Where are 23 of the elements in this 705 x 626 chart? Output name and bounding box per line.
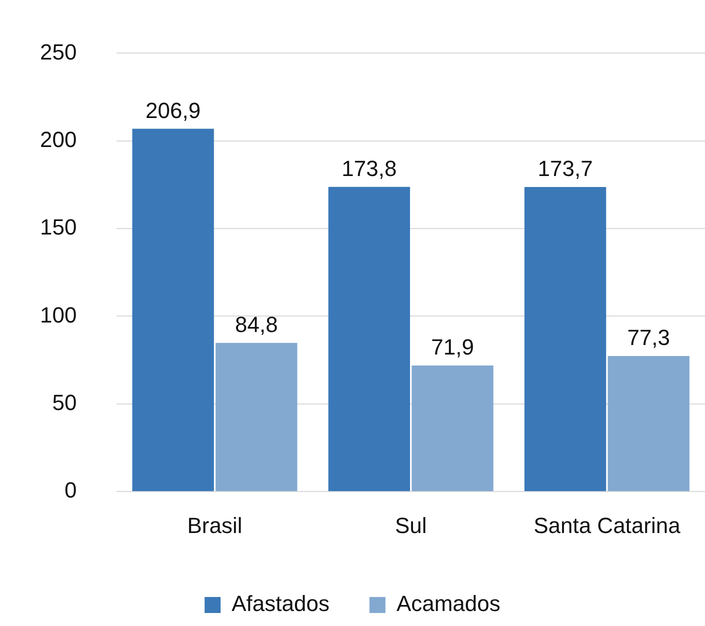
x-tick-label: Santa Catarina: [534, 512, 682, 538]
data-label: 173,8: [342, 156, 397, 181]
bar: [524, 187, 606, 492]
y-tick-label: 100: [40, 302, 77, 328]
bar: [216, 342, 298, 492]
y-tick-label: 50: [52, 390, 77, 415]
legend-label: Acamados: [396, 591, 500, 616]
data-label: 71,9: [431, 334, 474, 360]
bar: [132, 128, 214, 492]
bar: [412, 366, 494, 492]
x-tick-label: Brasil: [187, 512, 242, 538]
y-tick-label: 150: [40, 214, 77, 240]
data-label: 206,9: [146, 98, 201, 123]
data-label: 84,8: [235, 312, 278, 337]
x-tick-label: Sul: [394, 512, 427, 538]
bar: [608, 356, 690, 492]
bar: [328, 186, 410, 492]
data-label: 173,7: [538, 156, 593, 182]
y-tick-label: 200: [40, 126, 77, 152]
data-label: 77,3: [627, 325, 670, 350]
legend-label: Afastados: [232, 591, 330, 616]
y-tick-label: 250: [40, 39, 77, 64]
y-tick-label: 0: [64, 478, 77, 503]
